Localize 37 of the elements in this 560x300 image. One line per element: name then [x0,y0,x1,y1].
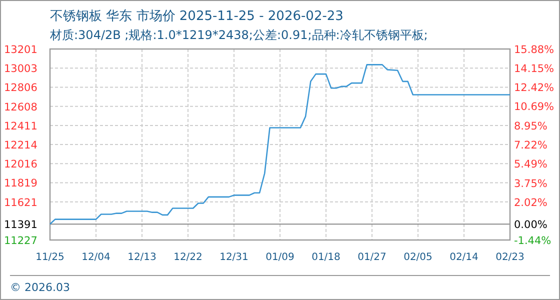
y-tick-label: 12608 [4,101,38,114]
line-series [49,64,511,225]
chart-title: 不锈钢板 华东 市场价 2025-11-25 - 2026-02-23 [50,9,344,24]
y-tick-label: 13003 [4,63,38,76]
x-tick-label: 02/23 [496,252,524,263]
y2-tick-label: 5.49% [514,158,548,171]
chart-subtitle: 材质:304/2B ;规格:1.0*1219*2438;公差:0.91;品种:冷轧不锈钢平板; [49,28,428,42]
text: © 2026.03 [10,281,70,294]
y2-tick-label: 7.22% [514,140,548,152]
y-tick-label: 12806 [4,82,38,94]
y2-tick-label: 3.75% [514,178,548,190]
y2-tick-label: 0.00% [514,219,548,232]
y-tick-label: 11391 [4,219,38,232]
y-tick-label: 11819 [4,178,38,190]
x-tick-label: 01/18 [312,252,340,263]
y-tick-label: 12411 [4,120,38,132]
y2-tick-label: -1.44% [514,235,552,247]
y-tick-label: 12016 [4,158,38,171]
x-tick-label: 01/27 [358,252,386,263]
y2-tick-label: 15.88% [514,44,554,56]
y-tick-label: 11227 [4,235,38,247]
y2-tick-label: 8.95% [514,120,548,132]
y-tick-label: 13201 [4,44,38,56]
y2-tick-label: 10.69% [514,101,554,114]
x-tick-label: 11/25 [36,252,64,263]
y2-tick-label: 2.02% [514,196,548,209]
x-tick-label: 12/22 [174,252,202,263]
x-tick-label: 02/14 [450,252,478,263]
x-tick-label: 12/13 [128,252,156,263]
x-tick-label: 02/05 [404,252,432,263]
y-tick-label: 12214 [4,140,38,152]
x-tick-label: 12/31 [220,252,248,263]
y2-tick-label: 14.15% [514,63,554,76]
y-tick-label: 11621 [4,196,38,209]
x-tick-label: 12/04 [82,252,110,263]
x-tick-label: 01/09 [266,252,294,263]
y2-tick-label: 12.42% [514,82,554,94]
